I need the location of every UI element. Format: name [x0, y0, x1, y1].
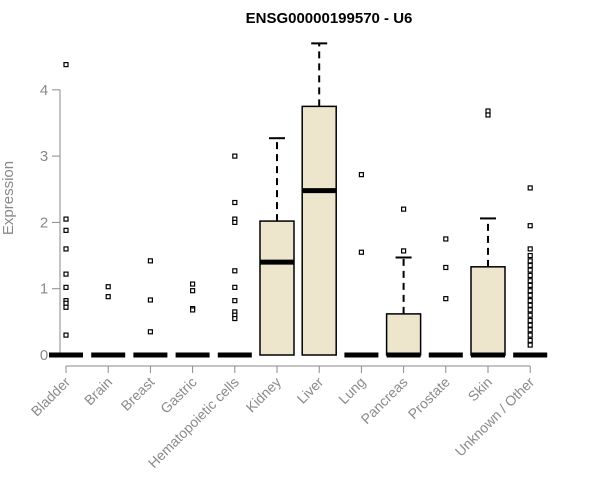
outlier-point	[527, 223, 533, 229]
outlier-point	[527, 185, 533, 191]
box-unknown-other	[513, 185, 548, 358]
x-tick-label: Lung	[335, 374, 368, 407]
outlier-point	[527, 322, 533, 328]
outlier-point	[232, 315, 238, 322]
outlier-point	[527, 272, 533, 279]
outlier-point	[63, 304, 69, 310]
y-tick-label: 2	[40, 214, 48, 231]
x-tick-label: Pancreas	[358, 374, 411, 427]
box-pancreas	[385, 206, 422, 358]
outlier-point	[527, 332, 533, 338]
box-skin	[470, 108, 506, 358]
outlier-point	[63, 62, 69, 68]
outlier-point	[190, 307, 196, 313]
outlier-point	[443, 236, 449, 242]
x-tick-label: Prostate	[405, 374, 453, 422]
outlier-point	[527, 298, 533, 304]
outlier-point	[190, 288, 196, 294]
outlier-point	[105, 284, 111, 290]
outlier-point	[527, 288, 533, 294]
y-axis: 0 1 2 3 4	[40, 82, 61, 364]
outlier-point	[232, 268, 238, 274]
plot-area	[49, 42, 548, 358]
box-gastric	[175, 281, 210, 358]
outlier-point	[527, 307, 533, 313]
box-kidney	[259, 137, 295, 356]
x-tick-label: Brain	[81, 374, 115, 408]
outlier-point	[63, 246, 69, 252]
box-prostate	[428, 236, 463, 358]
outlier-point	[527, 342, 533, 348]
chart-title: ENSG00000199570 - U6	[246, 10, 413, 27]
x-tick-label: Liver	[294, 374, 327, 407]
y-tick-label: 4	[40, 82, 48, 99]
outlier-point	[232, 219, 238, 225]
outlier-point	[63, 227, 69, 233]
x-tick-label: Unknown / Other	[452, 374, 538, 460]
y-tick-label: 1	[40, 281, 48, 298]
outlier-point	[527, 282, 533, 288]
x-tick-label: Breast	[118, 374, 158, 414]
outlier-point	[485, 112, 491, 118]
outlier-point	[443, 264, 449, 271]
x-tick-label: Kidney	[243, 374, 285, 416]
box-breast	[133, 258, 168, 358]
box-body	[301, 105, 337, 356]
outlier-point	[527, 262, 533, 269]
box-liver	[301, 42, 337, 356]
outlier-point	[527, 302, 533, 308]
outlier-point	[527, 312, 533, 318]
box-bladder	[49, 62, 83, 358]
outlier-point	[232, 153, 238, 159]
y-tick-label: 0	[40, 347, 48, 364]
outlier-point	[527, 246, 533, 252]
box-brain	[91, 284, 126, 358]
outlier-point	[63, 284, 69, 290]
outlier-point	[401, 206, 407, 212]
outlier-point	[527, 292, 533, 298]
outlier-point	[232, 298, 238, 304]
outlier-point	[232, 199, 238, 206]
outlier-point	[358, 172, 364, 178]
box-body	[470, 266, 506, 356]
outlier-point	[527, 327, 533, 333]
outlier-point	[190, 281, 196, 287]
outlier-point	[527, 317, 533, 324]
y-axis-label: Expression	[0, 161, 17, 235]
box-lung	[344, 172, 379, 358]
outlier-point	[147, 329, 153, 335]
x-tick-label: Skin	[465, 374, 496, 405]
outlier-point	[232, 284, 238, 290]
box-body	[259, 220, 295, 356]
outlier-point	[63, 271, 69, 277]
box-body	[385, 313, 422, 356]
outlier-point	[527, 278, 533, 284]
outlier-point	[443, 296, 449, 302]
outlier-point	[147, 297, 153, 303]
outlier-point	[527, 337, 533, 344]
x-tick-label: Bladder	[28, 374, 74, 420]
outlier-point	[401, 248, 407, 254]
outlier-point	[147, 258, 153, 264]
outlier-point	[105, 294, 111, 300]
outlier-point	[63, 332, 69, 338]
outlier-point	[527, 252, 533, 259]
y-tick-label: 3	[40, 148, 48, 165]
outlier-point	[527, 267, 533, 273]
box-hematopoietic-cells	[217, 153, 252, 358]
outlier-point	[527, 258, 533, 264]
outlier-point	[63, 216, 69, 222]
outlier-point	[358, 249, 364, 255]
